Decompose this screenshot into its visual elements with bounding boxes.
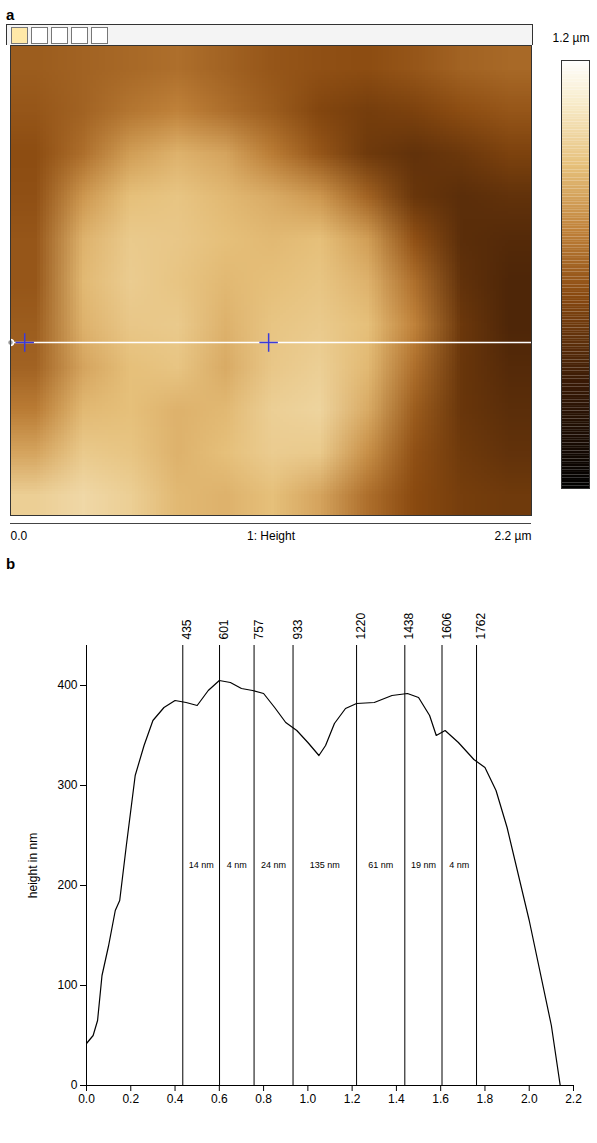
svg-text:14 nm: 14 nm (189, 860, 214, 870)
svg-text:0.2: 0.2 (122, 1092, 139, 1106)
svg-text:135 nm: 135 nm (310, 860, 340, 870)
svg-text:300: 300 (57, 778, 77, 792)
svg-text:1: Height: 1: Height (247, 529, 296, 543)
svg-text:1.4: 1.4 (388, 1092, 405, 1106)
html-text:a: a (6, 6, 15, 23)
svg-text:0.6: 0.6 (211, 1092, 228, 1106)
svg-text:2.2: 2.2 (565, 1092, 582, 1106)
svg-text:0.8: 0.8 (255, 1092, 272, 1106)
svg-text:200: 200 (57, 878, 77, 892)
svg-text:19 nm: 19 nm (411, 860, 436, 870)
svg-text:61 nm: 61 nm (368, 860, 393, 870)
svg-text:1606: 1606 (440, 612, 454, 639)
svg-text:4 nm: 4 nm (227, 860, 247, 870)
svg-text:1.2: 1.2 (344, 1092, 361, 1106)
html-text:b: b (6, 555, 16, 572)
svg-text:601: 601 (217, 619, 231, 639)
svg-text:0: 0 (71, 1078, 78, 1092)
svg-text:4 nm: 4 nm (449, 860, 469, 870)
svg-text:2.2 µm: 2.2 µm (495, 529, 532, 543)
svg-text:100: 100 (57, 978, 77, 992)
svg-text:1.2 µm: 1.2 µm (553, 31, 590, 45)
svg-text:1.0: 1.0 (300, 1092, 317, 1106)
svg-text:24 nm: 24 nm (261, 860, 286, 870)
svg-text:1762: 1762 (474, 612, 488, 639)
svg-text:435: 435 (180, 619, 194, 639)
svg-text:1438: 1438 (402, 612, 416, 639)
svg-text:933: 933 (291, 619, 305, 639)
svg-text:height in nm: height in nm (26, 833, 40, 898)
svg-text:0.0: 0.0 (78, 1092, 95, 1106)
svg-text:0.4: 0.4 (167, 1092, 184, 1106)
svg-text:757: 757 (252, 619, 266, 639)
svg-text:1220: 1220 (354, 612, 368, 639)
svg-text:1.8: 1.8 (477, 1092, 494, 1106)
svg-text:2.0: 2.0 (521, 1092, 538, 1106)
svg-text:0.0: 0.0 (11, 529, 28, 543)
svg-text:400: 400 (57, 678, 77, 692)
svg-text:1.6: 1.6 (432, 1092, 449, 1106)
